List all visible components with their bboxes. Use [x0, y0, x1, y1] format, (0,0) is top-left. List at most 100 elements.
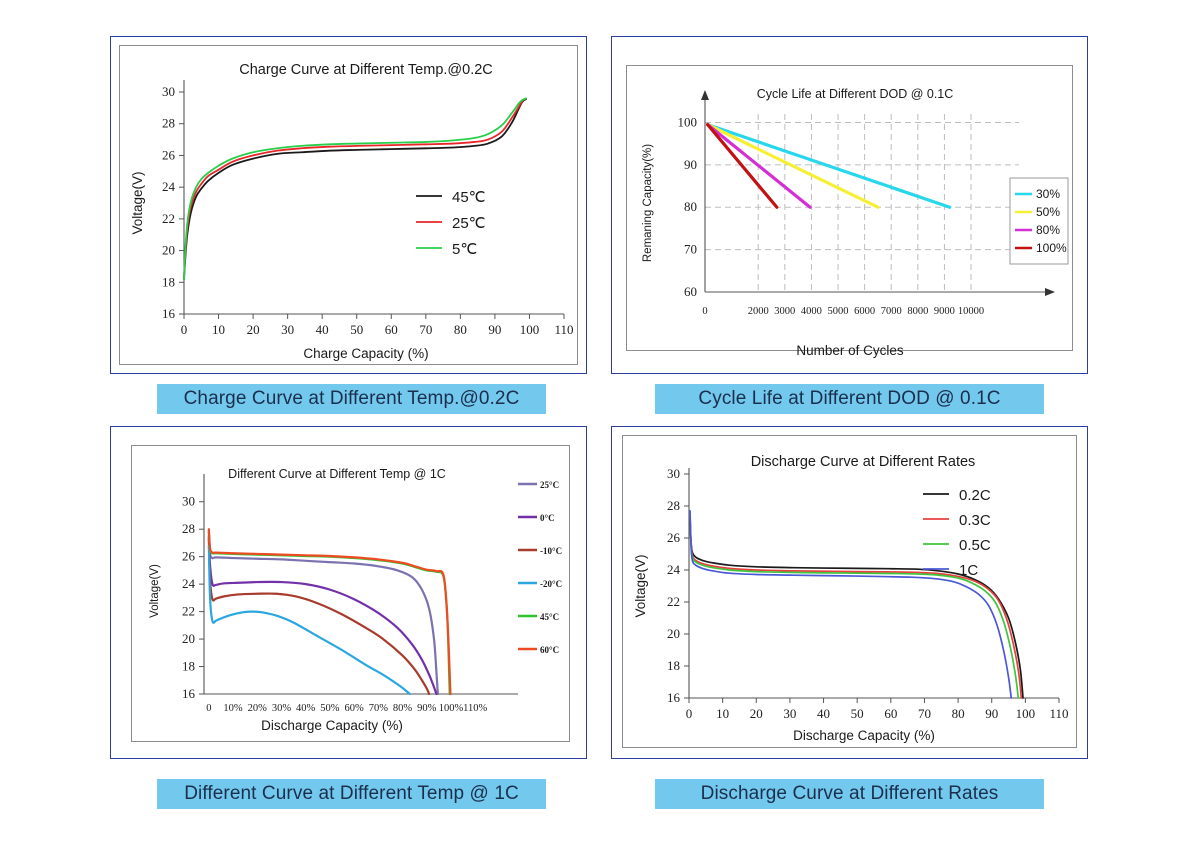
svg-text:60: 60: [884, 706, 897, 721]
svg-text:30%: 30%: [272, 703, 292, 714]
svg-text:18: 18: [162, 274, 175, 289]
chart-frame-cycle-life-dod: Cycle Life at Different DOD @ 0.1C 60 70 80…: [626, 65, 1073, 351]
svg-text:40: 40: [817, 706, 830, 721]
svg-text:-10°C: -10°C: [540, 546, 562, 556]
svg-text:100%: 100%: [1036, 241, 1067, 255]
svg-text:10: 10: [716, 706, 729, 721]
svg-text:Voltage(V): Voltage(V): [149, 564, 161, 618]
svg-text:-20°C: -20°C: [540, 579, 562, 589]
svg-text:0.2C: 0.2C: [959, 487, 991, 504]
svg-text:60: 60: [684, 284, 697, 299]
svg-text:25℃: 25℃: [452, 215, 486, 232]
svg-text:2000: 2000: [748, 306, 769, 317]
svg-text:5℃: 5℃: [452, 241, 477, 258]
svg-text:Charge Curve at Different Temp: Charge Curve at Different Temp.@0.2C: [239, 62, 493, 78]
svg-text:20: 20: [750, 706, 763, 721]
svg-text:30: 30: [162, 84, 175, 99]
svg-text:22: 22: [182, 604, 195, 619]
svg-text:Discharge Curve at Different R: Discharge Curve at Different Rates: [751, 454, 976, 470]
svg-text:70%: 70%: [369, 703, 389, 714]
panel-charge-curve-temp: Charge Curve at Different Temp.@0.2C 16 18…: [110, 36, 587, 374]
svg-text:70: 70: [918, 706, 931, 721]
svg-text:100: 100: [520, 322, 540, 337]
svg-text:Charge Capacity (%): Charge Capacity (%): [303, 346, 428, 361]
svg-text:110%: 110%: [463, 703, 487, 714]
svg-text:16: 16: [182, 686, 196, 701]
svg-text:25°C: 25°C: [540, 480, 559, 490]
svg-text:110: 110: [554, 322, 573, 337]
svg-text:80: 80: [952, 706, 965, 721]
svg-text:5000: 5000: [828, 306, 849, 317]
chart-discharge-rates: Discharge Curve at Different Rates 16 18 20…: [633, 454, 1069, 743]
svg-text:1C: 1C: [959, 562, 978, 579]
svg-text:26: 26: [162, 147, 176, 162]
svg-text:22: 22: [667, 594, 680, 609]
svg-text:28: 28: [162, 116, 175, 131]
svg-text:Discharge Capacity (%): Discharge Capacity (%): [261, 718, 403, 733]
chart-cycle-life-dod: Cycle Life at Different DOD @ 0.1C 60 70 80…: [642, 87, 1069, 317]
svg-text:40: 40: [316, 322, 329, 337]
svg-text:Voltage(V): Voltage(V): [130, 171, 145, 234]
svg-text:50: 50: [350, 322, 363, 337]
svg-text:10: 10: [212, 322, 225, 337]
svg-text:70: 70: [684, 242, 697, 257]
svg-text:30: 30: [667, 466, 680, 481]
svg-text:0: 0: [702, 306, 707, 317]
svg-text:70: 70: [419, 322, 432, 337]
svg-text:80: 80: [454, 322, 467, 337]
caption-cycle-life-dod: Cycle Life at Different DOD @ 0.1C: [655, 384, 1044, 414]
svg-text:Cycle Life at Different DOD @: Cycle Life at Different DOD @ 0.1C: [757, 87, 954, 101]
svg-text:8000: 8000: [907, 306, 928, 317]
svg-text:Remaning Capacity(%): Remaning Capacity(%): [642, 144, 654, 262]
svg-text:100%: 100%: [439, 703, 464, 714]
svg-text:40%: 40%: [296, 703, 316, 714]
caption-charge-curve-temp: Charge Curve at Different Temp.@0.2C: [157, 384, 546, 414]
svg-text:100: 100: [1016, 706, 1036, 721]
svg-text:90: 90: [488, 322, 501, 337]
svg-text:0: 0: [206, 703, 211, 714]
svg-text:20: 20: [162, 243, 175, 258]
svg-text:16: 16: [162, 306, 176, 321]
panel-discharge-temp-1c: Different Curve at Different Temp @ 1C 16…: [110, 426, 587, 759]
svg-text:20: 20: [667, 626, 680, 641]
svg-text:80: 80: [684, 199, 697, 214]
svg-text:9000: 9000: [934, 306, 955, 317]
svg-text:Discharge Capacity (%): Discharge Capacity (%): [793, 728, 935, 743]
svg-text:20: 20: [182, 631, 195, 646]
svg-text:28: 28: [182, 521, 195, 536]
caption-discharge-temp-1c: Different Curve at Different Temp @ 1C: [157, 779, 546, 809]
svg-text:Number of Cycles: Number of Cycles: [796, 343, 904, 358]
svg-text:80%: 80%: [393, 703, 413, 714]
svg-text:80%: 80%: [1036, 223, 1060, 237]
svg-text:50%: 50%: [320, 703, 340, 714]
svg-text:28: 28: [667, 498, 680, 513]
svg-text:90: 90: [684, 157, 697, 172]
caption-discharge-rates: Discharge Curve at Different Rates: [655, 779, 1044, 809]
svg-text:22: 22: [162, 211, 175, 226]
svg-text:24: 24: [667, 562, 681, 577]
chart-charge-curve-temp: Charge Curve at Different Temp.@0.2C 16 18…: [130, 62, 574, 361]
svg-text:0.5C: 0.5C: [959, 537, 991, 554]
svg-text:18: 18: [182, 659, 195, 674]
chart-cycle-life-dod-xlabel: Number of Cycles: [796, 343, 904, 358]
svg-text:16: 16: [667, 690, 681, 705]
svg-text:3000: 3000: [774, 306, 795, 317]
chart-frame-discharge-rates: Discharge Curve at Different Rates 16 18 20…: [622, 435, 1077, 748]
svg-text:20: 20: [247, 322, 260, 337]
svg-text:60%: 60%: [344, 703, 364, 714]
svg-text:Different Curve at Different T: Different Curve at Different Temp @ 1C: [228, 467, 446, 481]
panel-discharge-rates: Discharge Curve at Different Rates 16 18 20…: [611, 426, 1088, 759]
svg-text:30: 30: [281, 322, 294, 337]
svg-text:45℃: 45℃: [452, 189, 486, 206]
svg-text:26: 26: [667, 530, 681, 545]
chart-frame-charge-curve-temp: Charge Curve at Different Temp.@0.2C 16 18…: [119, 45, 578, 365]
svg-text:30: 30: [182, 494, 195, 509]
svg-text:0: 0: [686, 706, 693, 721]
svg-text:7000: 7000: [881, 306, 902, 317]
svg-text:Voltage(V): Voltage(V): [633, 554, 648, 617]
svg-text:0°C: 0°C: [540, 513, 555, 523]
svg-text:30%: 30%: [1036, 187, 1060, 201]
svg-text:30: 30: [783, 706, 796, 721]
svg-text:100: 100: [678, 114, 698, 129]
